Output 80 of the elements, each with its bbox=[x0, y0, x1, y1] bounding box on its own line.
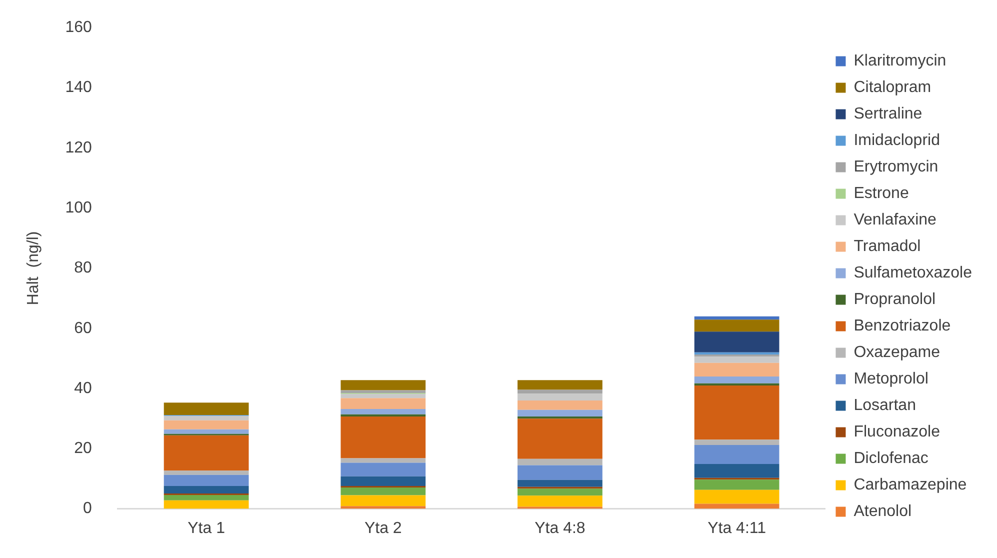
y-axis-title: Halt (ng/l) bbox=[25, 231, 42, 306]
x-tick-label: Yta 4:8 bbox=[534, 520, 586, 537]
bar bbox=[340, 487, 426, 496]
bar bbox=[340, 394, 426, 398]
bar bbox=[340, 476, 426, 486]
legend-label: Diclofenac bbox=[854, 450, 928, 468]
legend-label: Metoprolol bbox=[854, 370, 928, 388]
bar bbox=[164, 500, 249, 509]
bar bbox=[164, 470, 249, 475]
legend-label: Propranolol bbox=[854, 291, 936, 308]
bar bbox=[518, 410, 602, 416]
bar bbox=[694, 464, 780, 478]
bar bbox=[518, 400, 602, 410]
bar bbox=[340, 408, 426, 414]
legend-label: Benzotriazole bbox=[854, 318, 951, 335]
bar bbox=[694, 376, 780, 384]
legend-label: Citalopram bbox=[854, 79, 932, 96]
bar bbox=[518, 380, 602, 390]
bar bbox=[518, 480, 602, 487]
legend-label: Carbamazepine bbox=[854, 476, 967, 494]
bar bbox=[694, 316, 780, 320]
legend-label: Sertraline bbox=[854, 106, 922, 123]
bar bbox=[518, 496, 602, 507]
bar bbox=[340, 416, 426, 458]
y-tick-label: 60 bbox=[74, 320, 92, 337]
bar bbox=[340, 458, 426, 463]
bar bbox=[694, 445, 780, 464]
x-tick-label: Yta 2 bbox=[364, 520, 402, 537]
bar bbox=[340, 380, 426, 390]
bar bbox=[340, 390, 426, 394]
bar bbox=[164, 486, 249, 494]
bar bbox=[518, 488, 602, 496]
y-tick-label: 120 bbox=[65, 139, 92, 156]
bar bbox=[164, 494, 249, 500]
legend-label: Venlafaxine bbox=[854, 212, 937, 229]
bar bbox=[340, 398, 426, 409]
bar bbox=[518, 390, 602, 394]
bar bbox=[518, 418, 602, 459]
bar bbox=[164, 402, 249, 415]
x-tick-label: Yta 1 bbox=[188, 520, 226, 537]
legend-label: Tramadol bbox=[854, 238, 921, 256]
bar bbox=[518, 394, 602, 401]
bar bbox=[340, 495, 426, 506]
bar bbox=[694, 352, 780, 355]
legend-label: Estrone bbox=[854, 185, 909, 202]
bar bbox=[694, 440, 780, 446]
bar bbox=[694, 490, 780, 504]
bar bbox=[164, 416, 249, 420]
legend-label: Atenolol bbox=[854, 503, 912, 520]
y-tick-label: 160 bbox=[65, 19, 92, 36]
bar bbox=[518, 458, 602, 466]
bar bbox=[164, 435, 249, 471]
bar bbox=[518, 416, 602, 419]
x-tick-label: Yta 4:11 bbox=[708, 520, 766, 537]
bar bbox=[164, 420, 249, 430]
bar bbox=[164, 429, 249, 434]
y-tick-label: 40 bbox=[74, 380, 92, 397]
y-tick-label: 100 bbox=[65, 199, 92, 216]
bar bbox=[518, 465, 602, 480]
bar bbox=[694, 356, 780, 363]
bar bbox=[694, 385, 780, 440]
bar bbox=[694, 362, 780, 376]
y-tick-label: 0 bbox=[82, 500, 92, 518]
bar bbox=[694, 332, 780, 352]
bar bbox=[694, 504, 780, 509]
legend-label: Fluconazole bbox=[854, 424, 940, 441]
y-tick-label: 20 bbox=[74, 440, 92, 458]
legend-label: Oxazepame bbox=[854, 344, 940, 362]
y-tick-label: 80 bbox=[74, 260, 92, 277]
bar bbox=[340, 506, 426, 509]
legend-label: Erytromycin bbox=[854, 158, 938, 176]
bar bbox=[340, 462, 426, 476]
legend-label: Losartan bbox=[854, 397, 916, 414]
legend-label: Klaritromycin bbox=[854, 52, 946, 70]
bar bbox=[164, 474, 249, 486]
legend-label: Sulfametoxazole bbox=[854, 264, 972, 282]
legend-label: Imidacloprid bbox=[854, 132, 940, 150]
bar bbox=[694, 320, 780, 332]
y-tick-label: 140 bbox=[65, 79, 92, 96]
bar bbox=[694, 480, 780, 490]
